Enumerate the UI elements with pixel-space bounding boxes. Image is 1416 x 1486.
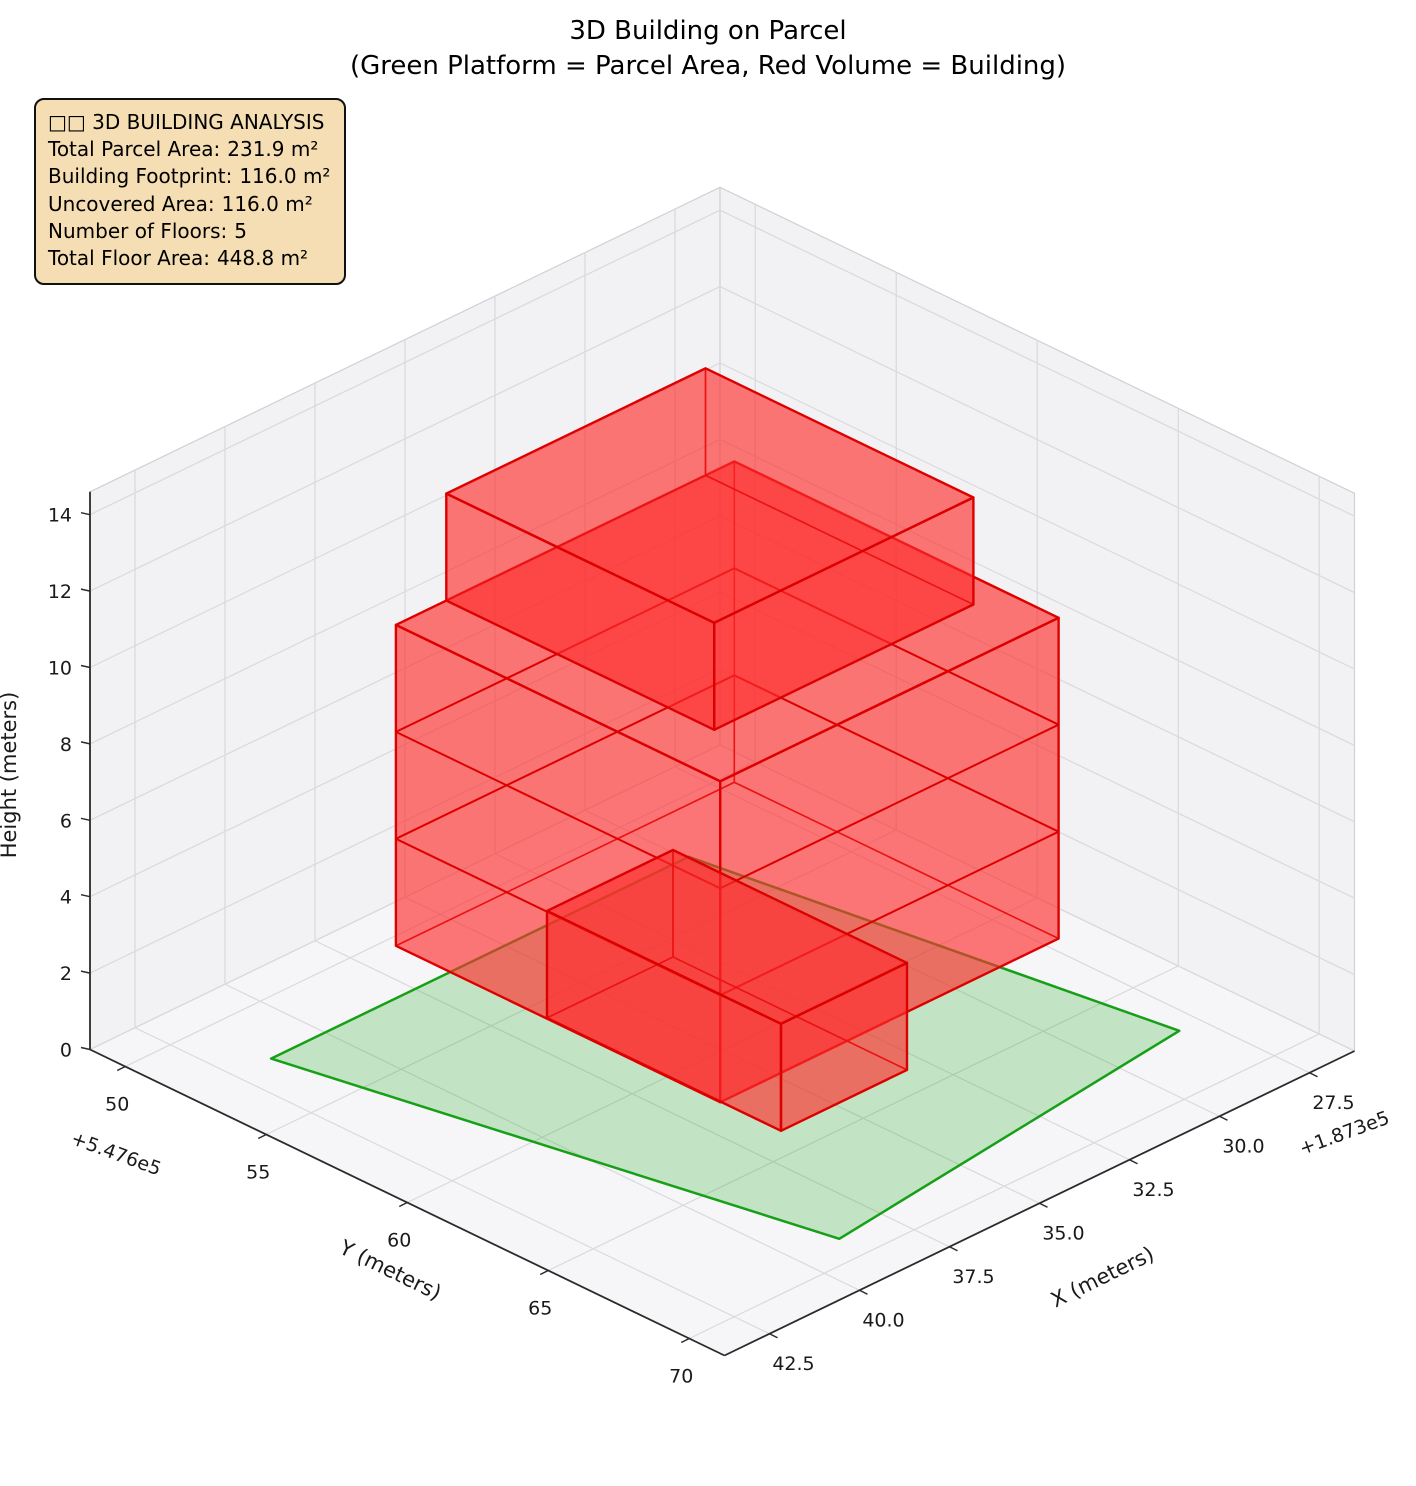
x-tick-mark [769, 1333, 778, 1339]
x-tick-label: 27.5 [1312, 1092, 1354, 1114]
y-tick-label: 65 [528, 1298, 552, 1320]
grid-z-right [719, 286, 1355, 594]
x-tick-label: 37.5 [952, 1266, 994, 1288]
z-tick-mark [80, 817, 91, 822]
z-tick-mark [80, 741, 91, 745]
info-row-parcel-area: Total Parcel Area: 231.9 m² [48, 136, 330, 163]
y-tick-mark [680, 1337, 690, 1344]
x-tick-label: 40.0 [862, 1309, 904, 1331]
grid-z-left [89, 286, 721, 592]
z-tick-label: 6 [60, 810, 72, 832]
z-tick-mark [80, 664, 91, 669]
info-value: 5 [234, 218, 247, 243]
info-row-footprint: Building Footprint: 116.0 m² [48, 163, 330, 190]
grid-z-left [89, 209, 721, 516]
info-value: 231.9 m² [227, 137, 319, 162]
parcel-polygon [269, 855, 1181, 1241]
x-tick-mark [949, 1246, 958, 1252]
z-tick-label: 2 [60, 963, 72, 985]
y-tick-label: 50 [105, 1094, 129, 1116]
z-tick-mark [80, 588, 91, 592]
info-label: Building Footprint: [48, 164, 233, 189]
info-label: Number of Floors: [48, 218, 228, 243]
building-floor-line [394, 567, 1060, 890]
grid-y-floor [547, 965, 1179, 1272]
info-box-header: □□ 3D BUILDING ANALYSIS [48, 110, 325, 134]
grid-z-left [89, 438, 721, 745]
x-axis-label: X (meters) [1047, 1242, 1158, 1312]
building-face-front [779, 961, 909, 1133]
z-tick-mark [80, 893, 91, 898]
x-axis-offset-text: +1.873e5 [1296, 1107, 1392, 1160]
grid-z-left [89, 515, 721, 821]
chart-title: 3D Building on Parcel [569, 16, 847, 46]
title-block: 3D Building on Parcel (Green Platform = … [0, 14, 1416, 84]
grid-z-left [89, 591, 721, 898]
x-tick-mark [1219, 1115, 1228, 1121]
y-tick-label: 70 [669, 1366, 693, 1388]
info-label: Total Floor Area: [48, 245, 210, 270]
grid-y-floor [124, 761, 756, 1068]
z-tick-mark [80, 970, 91, 974]
grid-z-right [719, 591, 1355, 899]
info-value: 448.8 m² [216, 245, 309, 270]
grid-y-floor [265, 829, 897, 1136]
building-analysis-info-box: □□ 3D BUILDING ANALYSIS Total Parcel Are… [34, 98, 347, 286]
x-tick-label: 30.0 [1222, 1135, 1264, 1157]
z-tick-label: 0 [60, 1040, 72, 1062]
grid-z-right [719, 744, 1355, 1052]
grid-z-right [719, 209, 1355, 517]
z-tick-label: 4 [60, 887, 72, 909]
z-axis-label: Height (meters) [0, 692, 21, 859]
y-tick-label: 55 [246, 1162, 270, 1184]
grid-y-floor [406, 897, 1038, 1204]
z-tick-label: 10 [48, 658, 72, 680]
building-face-front [713, 496, 975, 731]
z-tick-mark [80, 1046, 91, 1051]
info-row-floor-area: Total Floor Area: 448.8 m² [48, 245, 330, 272]
grid-z-left [89, 362, 721, 669]
x-tick-mark [859, 1289, 868, 1295]
x-tick-mark [1309, 1072, 1318, 1078]
z-tick-mark [80, 511, 91, 516]
grid-y-floor [688, 1033, 1320, 1340]
info-label: Uncovered Area: [48, 191, 215, 216]
grid-z-right [719, 515, 1355, 823]
y-tick-mark [116, 1065, 126, 1072]
chart-subtitle: (Green Platform = Parcel Area, Red Volum… [349, 51, 1067, 82]
x-tick-label: 42.5 [772, 1353, 814, 1375]
z-tick-label: 8 [60, 734, 72, 756]
z-tick-label: 12 [48, 581, 72, 603]
info-row-uncovered: Uncovered Area: 116.0 m² [48, 191, 330, 218]
x-tick-mark [1039, 1202, 1048, 1208]
y-tick-label: 60 [387, 1230, 411, 1252]
y-tick-mark [398, 1201, 408, 1208]
y-axis-offset-text: +5.476e5 [68, 1127, 164, 1180]
info-value: 116.0 m² [239, 164, 331, 189]
info-value: 116.0 m² [221, 191, 313, 216]
x-tick-label: 35.0 [1042, 1222, 1084, 1244]
info-label: Total Parcel Area: [48, 137, 221, 162]
x-tick-mark [1129, 1159, 1138, 1165]
grid-z-right [719, 438, 1355, 746]
grid-z-right [719, 362, 1355, 670]
y-tick-mark [257, 1133, 267, 1140]
grid-z-left [89, 668, 721, 974]
info-row-floors: Number of Floors: 5 [48, 218, 330, 245]
y-tick-mark [539, 1269, 549, 1276]
z-tick-label: 14 [48, 505, 72, 527]
x-tick-label: 32.5 [1132, 1179, 1174, 1201]
grid-z-left [89, 744, 721, 1051]
